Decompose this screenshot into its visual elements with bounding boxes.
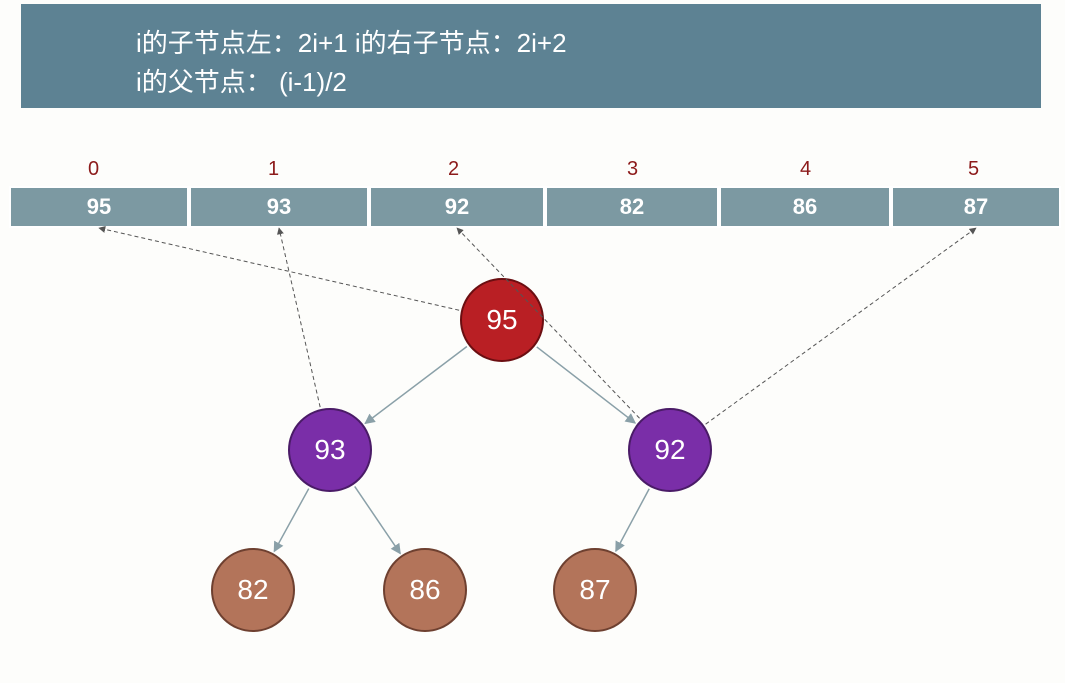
tree-edge [537, 347, 635, 423]
tree-node-n5: 87 [553, 548, 637, 632]
tree-node-n0: 95 [460, 278, 544, 362]
map-arrow [99, 228, 459, 310]
array-cell-4: 86 [719, 186, 891, 228]
array-index-5: 5 [968, 158, 979, 181]
array-index-3: 3 [627, 158, 638, 181]
array-cell-1: 93 [189, 186, 369, 228]
tree-edge [355, 486, 401, 553]
header-line-1: i的子节点左：2i+1 i的右子节点：2i+2 [136, 24, 1041, 63]
tree-node-n4: 86 [383, 548, 467, 632]
map-arrow [279, 228, 320, 407]
array-cell-2: 92 [369, 186, 545, 228]
array-index-0: 0 [88, 158, 99, 181]
header-line-2: i的父节点： (i-1)/2 [136, 63, 1041, 102]
tree-node-n3: 82 [211, 548, 295, 632]
tree-edge [274, 489, 309, 552]
tree-edge [365, 347, 467, 424]
header-banner: i的子节点左：2i+1 i的右子节点：2i+2 i的父节点： (i-1)/2 [21, 4, 1041, 108]
array-cell-0: 95 [9, 186, 189, 228]
tree-node-n1: 93 [288, 408, 372, 492]
array-cell-3: 82 [545, 186, 719, 228]
array-index-2: 2 [448, 158, 459, 181]
array-index-4: 4 [800, 158, 811, 181]
map-arrow [706, 228, 976, 424]
array-index-1: 1 [268, 158, 279, 181]
array-cell-5: 87 [891, 186, 1061, 228]
tree-node-n2: 92 [628, 408, 712, 492]
tree-edge [616, 489, 649, 551]
